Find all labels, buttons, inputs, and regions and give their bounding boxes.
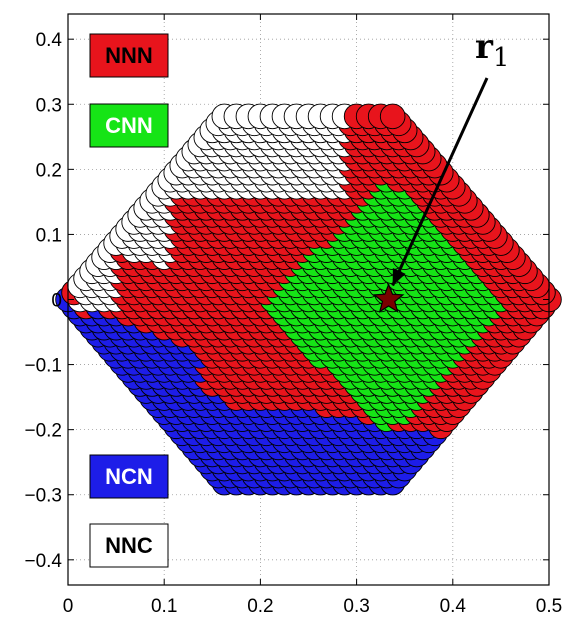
annotation-arrow-head	[392, 268, 406, 286]
marker-star	[372, 282, 405, 313]
x-tick-label: 0.3	[343, 596, 369, 617]
annotation-label-main: r	[475, 27, 494, 67]
annotation-label-sub: 1	[493, 43, 510, 73]
y-tick-label: 0.4	[36, 30, 63, 51]
x-tick-label: 0.1	[151, 596, 177, 617]
y-tick-label: −0.2	[24, 421, 62, 442]
legend-box-ncn	[89, 454, 169, 499]
x-tick-label: 0.5	[536, 596, 562, 617]
legend-label-cnn: CNN	[105, 113, 153, 138]
y-tick-label: 0	[51, 291, 62, 312]
annotation-label: r1	[475, 27, 509, 73]
lattice-points	[55, 103, 562, 496]
legend-label-nnc: NNC	[105, 533, 153, 558]
y-tick-label: −0.4	[24, 551, 62, 572]
x-tick-label: 0.2	[247, 596, 273, 617]
annotation: r1	[372, 27, 509, 313]
x-tick-label: 0	[63, 596, 74, 617]
legend-box-nnn	[89, 33, 169, 78]
lattice-point	[379, 103, 406, 130]
y-tick-label: 0.3	[36, 95, 62, 116]
y-tick-label: 0.1	[36, 225, 62, 246]
y-tick-label: −0.1	[24, 356, 62, 377]
axes: 0 0.1 0.2 0.3 0.4 0.5 0.4 0.3 0.2 0.1 0 −0.1 −0.2 −0.…	[24, 13, 562, 617]
legend-label-ncn: NCN	[105, 464, 153, 489]
x-tick-label: 0.4	[440, 596, 467, 617]
legend: NNN CNN NCN NNC	[89, 33, 169, 568]
legend-box-cnn	[89, 103, 169, 148]
legend-label-nnn: NNN	[105, 43, 153, 68]
y-tick-label: −0.3	[24, 486, 62, 507]
legend-box-nnc	[89, 523, 169, 568]
annotation-arrow-shaft	[391, 77, 489, 287]
y-tick-label: 0.2	[36, 160, 62, 181]
